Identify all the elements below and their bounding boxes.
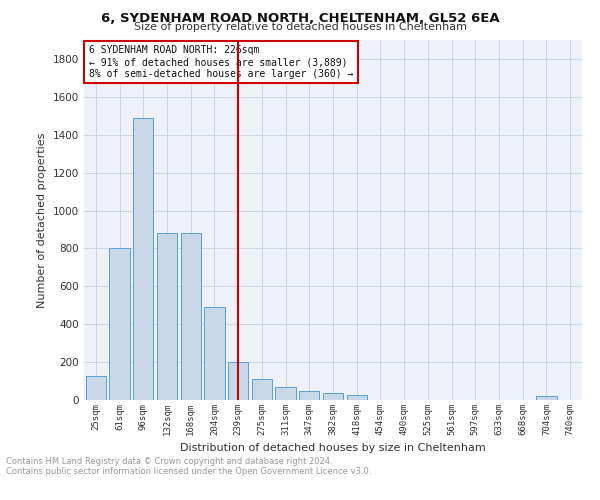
Text: Contains public sector information licensed under the Open Government Licence v3: Contains public sector information licen… bbox=[6, 468, 371, 476]
Text: 6 SYDENHAM ROAD NORTH: 226sqm
← 91% of detached houses are smaller (3,889)
8% of: 6 SYDENHAM ROAD NORTH: 226sqm ← 91% of d… bbox=[89, 46, 353, 78]
Text: Contains HM Land Registry data © Crown copyright and database right 2024.: Contains HM Land Registry data © Crown c… bbox=[6, 458, 332, 466]
Bar bbox=[275, 386, 296, 400]
Bar bbox=[86, 376, 106, 400]
Bar bbox=[205, 307, 224, 400]
Bar bbox=[536, 396, 557, 400]
Text: 6, SYDENHAM ROAD NORTH, CHELTENHAM, GL52 6EA: 6, SYDENHAM ROAD NORTH, CHELTENHAM, GL52… bbox=[101, 12, 499, 26]
Bar bbox=[252, 379, 272, 400]
Bar bbox=[109, 248, 130, 400]
Bar bbox=[157, 234, 177, 400]
Y-axis label: Number of detached properties: Number of detached properties bbox=[37, 132, 47, 308]
Text: Size of property relative to detached houses in Cheltenham: Size of property relative to detached ho… bbox=[133, 22, 467, 32]
Bar bbox=[299, 391, 319, 400]
Bar bbox=[347, 396, 367, 400]
Bar bbox=[133, 118, 154, 400]
Bar bbox=[228, 362, 248, 400]
Bar bbox=[181, 234, 201, 400]
Bar bbox=[323, 394, 343, 400]
X-axis label: Distribution of detached houses by size in Cheltenham: Distribution of detached houses by size … bbox=[180, 444, 486, 454]
